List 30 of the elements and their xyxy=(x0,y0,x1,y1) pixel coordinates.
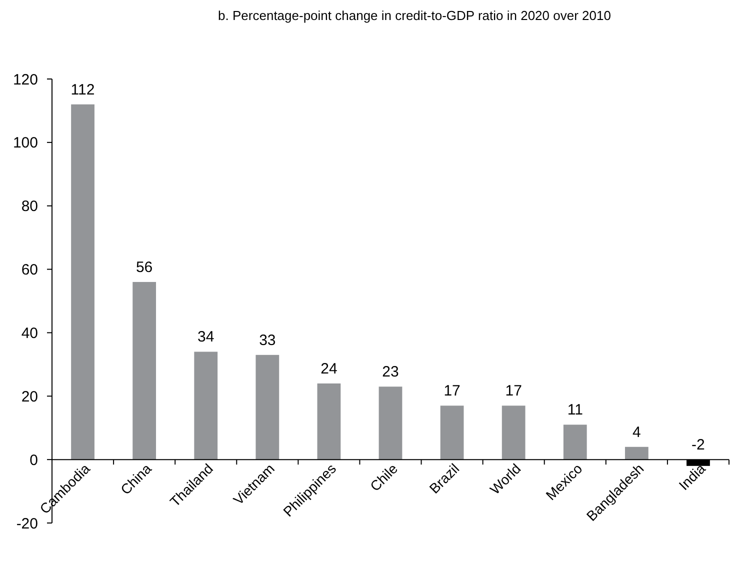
bar xyxy=(378,386,402,460)
data-label: 33 xyxy=(259,332,276,349)
data-label: 24 xyxy=(320,360,338,378)
bar xyxy=(563,424,587,460)
data-label: 56 xyxy=(136,258,153,276)
data-label: 23 xyxy=(382,364,399,381)
y-tick-label: 0 xyxy=(30,452,38,469)
chart-title: b. Percentage-point change in credit-to-GDP ratio in 2020 over 2010 xyxy=(218,8,611,23)
y-tick-label: 80 xyxy=(21,198,38,216)
bar xyxy=(256,354,280,460)
data-label: 17 xyxy=(444,382,460,400)
bar xyxy=(502,406,526,460)
bar xyxy=(71,104,94,460)
y-tick-label: -20 xyxy=(16,515,38,532)
data-label: -2 xyxy=(692,436,705,454)
bar xyxy=(624,446,648,460)
data-label: 34 xyxy=(198,328,214,346)
y-tick-label: 120 xyxy=(12,71,38,88)
y-tick-label: 60 xyxy=(21,262,38,279)
data-label: 11 xyxy=(567,402,583,419)
y-tick-label: 100 xyxy=(12,134,38,152)
data-label: 112 xyxy=(70,81,95,98)
y-tick-label: 40 xyxy=(21,324,38,342)
data-label: 17 xyxy=(505,382,522,400)
bar xyxy=(132,282,156,460)
data-label: 4 xyxy=(632,424,641,441)
bar xyxy=(317,383,341,460)
bar xyxy=(440,406,464,460)
y-tick-label: 20 xyxy=(21,388,38,406)
bar xyxy=(194,352,218,460)
